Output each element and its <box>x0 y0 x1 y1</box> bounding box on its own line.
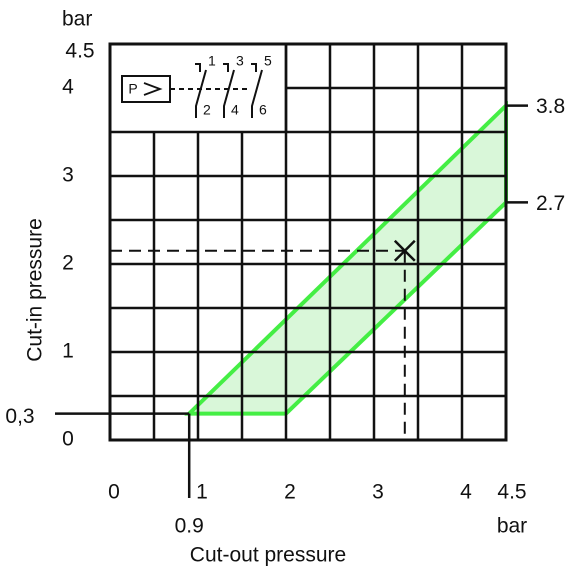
x-tick-label: 4 <box>460 481 472 504</box>
contact-bottom: 6 <box>259 102 267 118</box>
symbol-label: P <box>128 81 137 97</box>
contact-top: 5 <box>264 53 272 69</box>
y-axis-label: Cut-in pressure <box>24 218 47 362</box>
range-area <box>184 100 508 416</box>
x-tick-label: 1 <box>196 481 208 504</box>
plot-frame <box>108 42 508 442</box>
symbol-arrow <box>143 82 163 96</box>
y-tick-label: 4.5 <box>65 40 94 63</box>
y-tick-label: 2 <box>62 252 74 275</box>
contact <box>223 63 235 118</box>
x-axis-label: Cut-out pressure <box>190 544 346 567</box>
y-tick-label: 1 <box>62 340 74 363</box>
right-mark-label: 2.7 <box>536 192 565 215</box>
y-tick-label: 3 <box>62 164 74 187</box>
x-tick-label: 2 <box>284 481 296 504</box>
x-marker-label: 0.9 <box>175 515 204 538</box>
x-tick-label: 4.5 <box>497 481 526 504</box>
contact <box>195 63 207 118</box>
y-marker-label: 0,3 <box>5 405 34 428</box>
y-tick-label: 4 <box>62 76 74 99</box>
contact-top: 1 <box>208 53 216 69</box>
y-tick-label: 0 <box>62 428 74 451</box>
contact-top: 3 <box>236 53 244 69</box>
contact-bottom: 2 <box>203 102 211 118</box>
x-unit: bar <box>497 515 527 538</box>
contact-bottom: 4 <box>231 102 239 118</box>
y-unit: bar <box>62 8 92 31</box>
setpoint-cross <box>393 239 416 262</box>
x-tick-label: 3 <box>372 481 384 504</box>
right-mark-label: 3.8 <box>536 95 565 118</box>
contact <box>251 63 263 118</box>
x-tick-label: 0 <box>108 481 120 504</box>
switch-symbol: P 1 2 3 4 5 6 <box>121 53 272 118</box>
